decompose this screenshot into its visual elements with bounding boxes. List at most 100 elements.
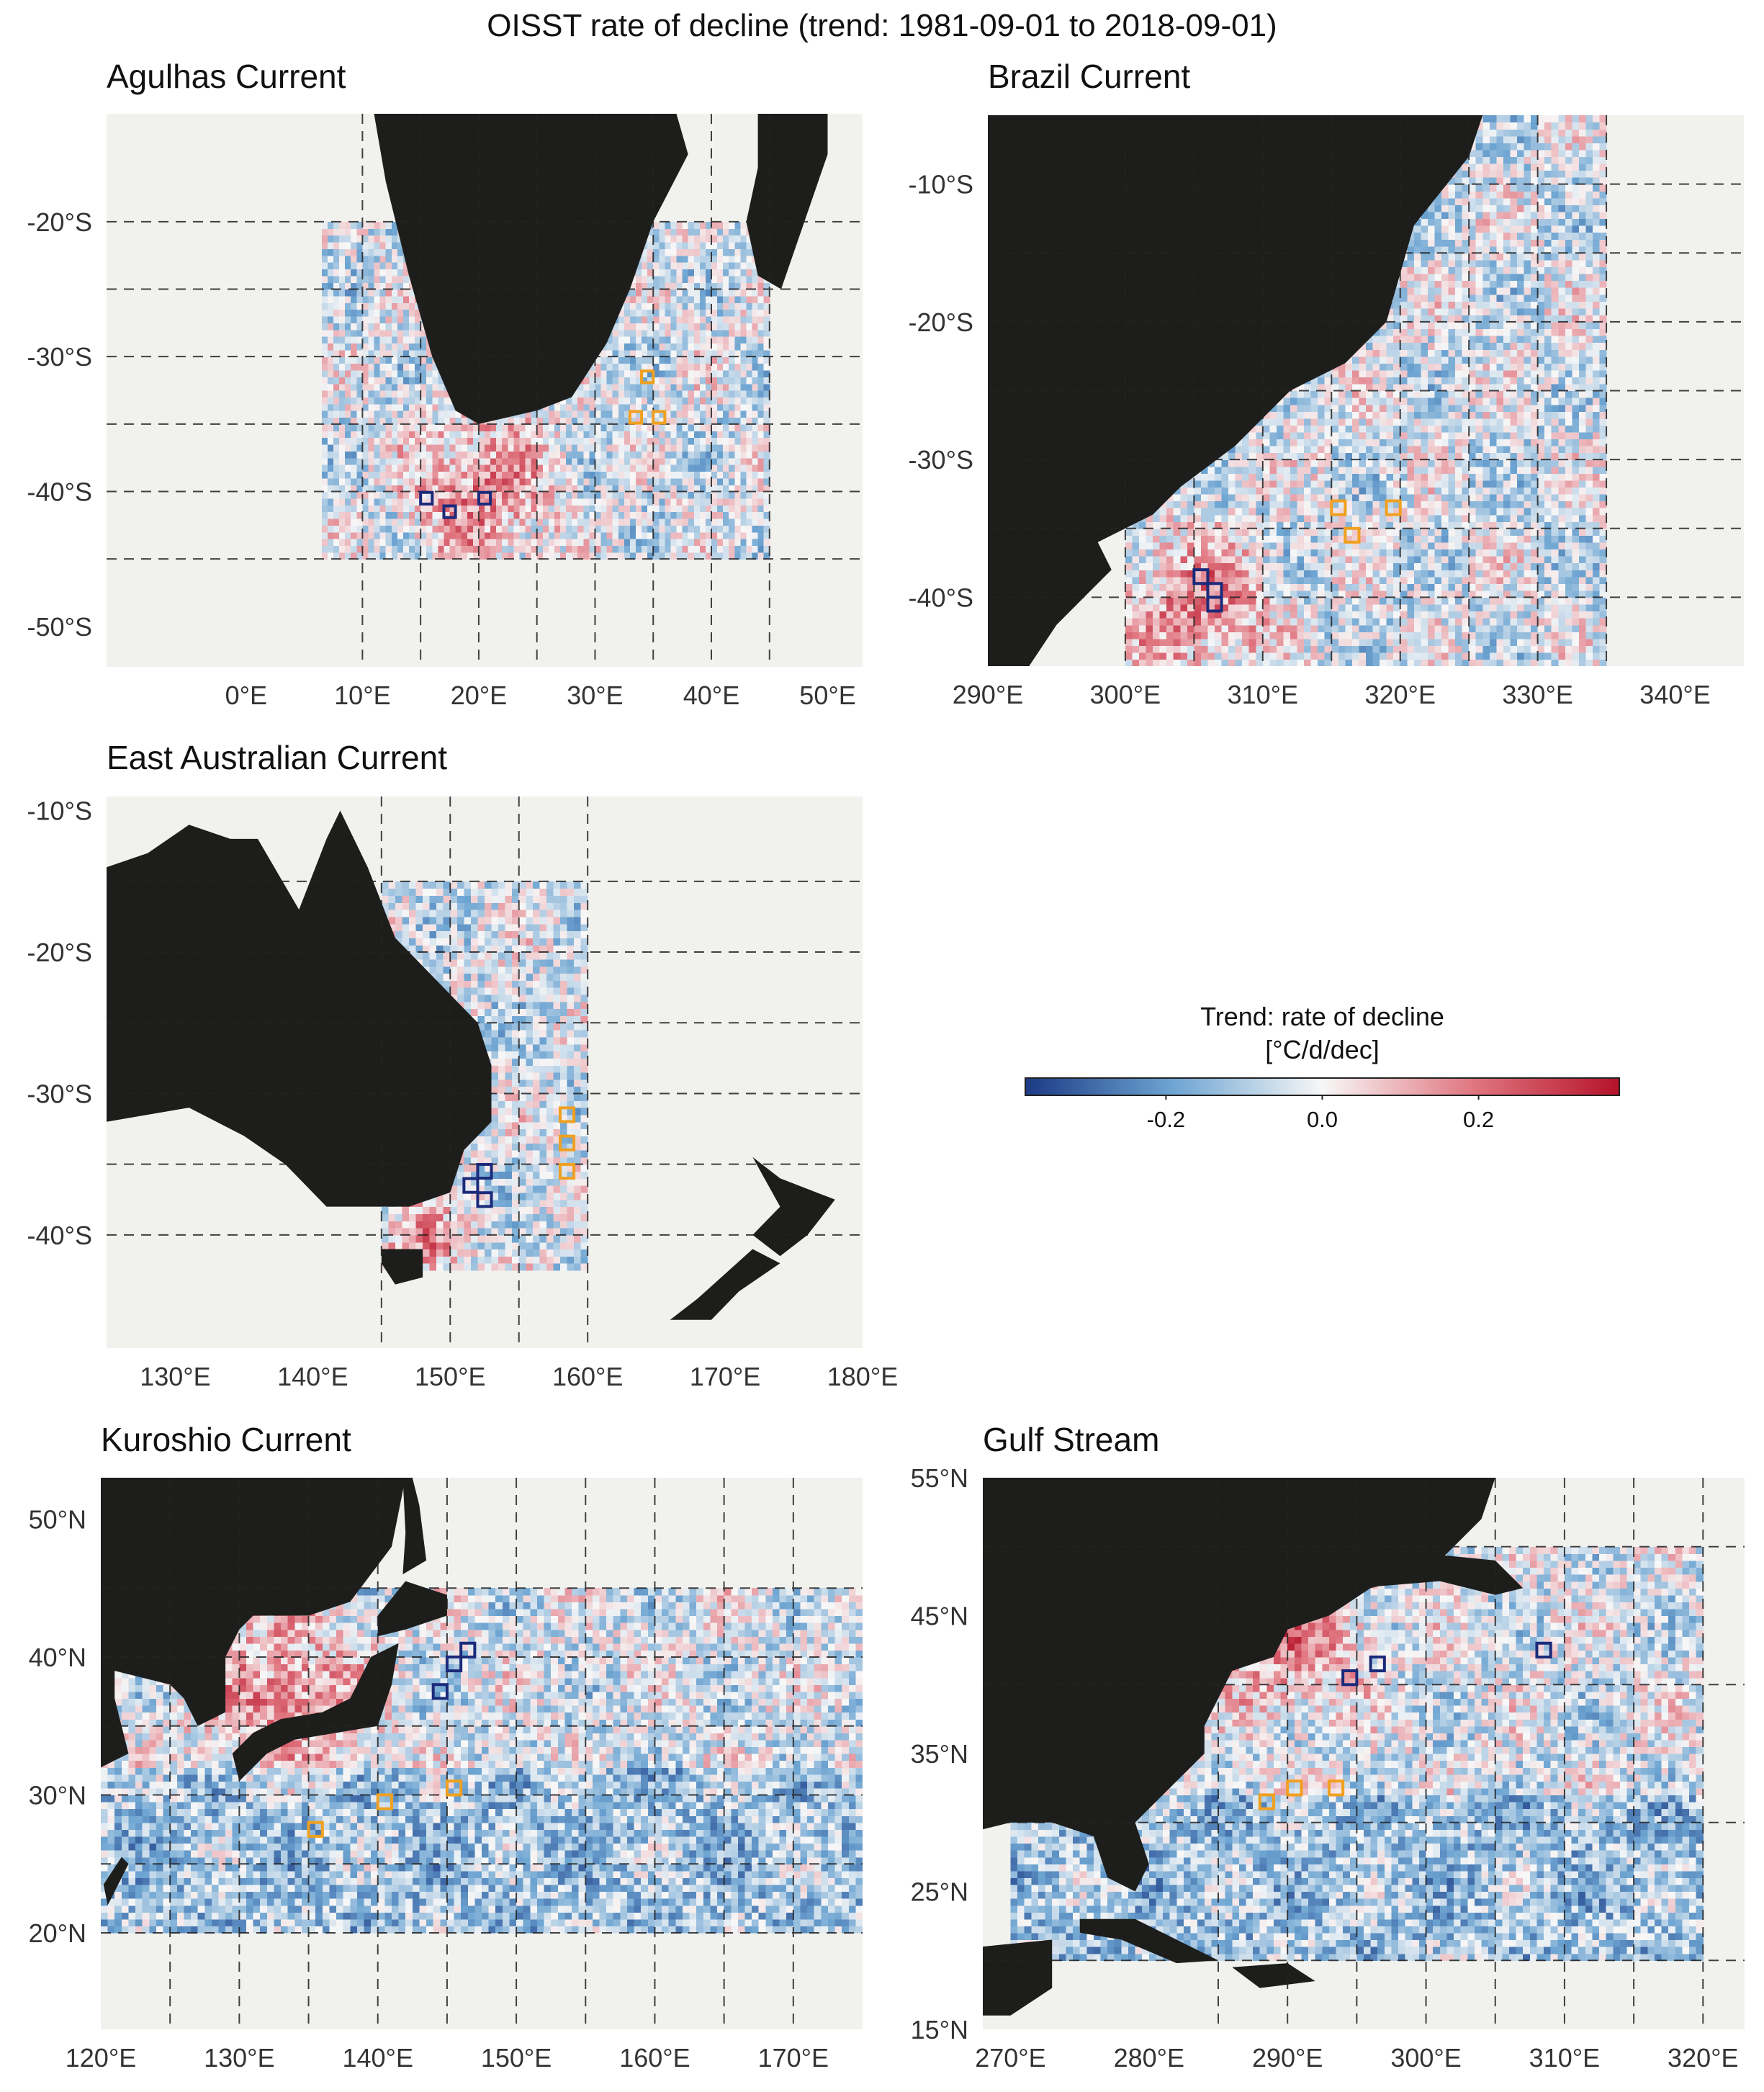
study-box-orange	[559, 1162, 576, 1180]
landmass	[269, 114, 688, 424]
y-tick-label: -20°S	[909, 307, 973, 337]
panel-4: Gulf Stream 270°E 280°E 290°E 300°E 310°E 320°…	[911, 1421, 1745, 2073]
y-tick-label: -20°S	[27, 207, 92, 237]
heatmap-cells	[101, 1588, 863, 1934]
landmass	[103, 1857, 129, 1905]
x-tick-label: 20°E	[451, 681, 507, 710]
study-box-orange	[1286, 1779, 1303, 1797]
figure-title: OISST rate of decline (trend: 1981-09-01…	[487, 8, 1277, 43]
y-tick-label: 30°N	[29, 1780, 86, 1810]
landmass	[381, 1249, 423, 1285]
x-tick-label: 0°E	[225, 681, 267, 710]
study-box-dark	[1341, 1669, 1359, 1687]
study-box-dark	[1535, 1641, 1552, 1658]
study-box-orange	[445, 1779, 463, 1797]
y-tick-label: 45°N	[911, 1602, 968, 1631]
study-box-dark	[431, 1683, 449, 1700]
landmass	[1356, 1553, 1524, 1595]
x-tick-label: 120°E	[66, 2043, 136, 2073]
x-tick-label: 310°E	[1228, 680, 1298, 709]
y-tick-label: -10°S	[27, 796, 92, 826]
study-box-orange	[1327, 1779, 1345, 1797]
x-tick-label: 160°E	[552, 1362, 623, 1391]
study-box-dark	[1206, 596, 1223, 613]
x-tick-label: 30°E	[567, 681, 623, 710]
y-tick-label: 55°N	[911, 1463, 968, 1493]
panels: Agulhas Current 0°E 10°E 20°E 30°E 40°E 50°E -2…	[27, 58, 1745, 2073]
panel-title: East Australian Current	[107, 739, 447, 776]
y-tick-label: -40°S	[909, 583, 973, 612]
panel-title: Kuroshio Current	[101, 1421, 351, 1458]
x-tick-label: 130°E	[140, 1362, 210, 1391]
y-tick-label: -50°S	[27, 612, 92, 642]
x-tick-label: 160°E	[619, 2043, 690, 2073]
x-tick-label: 10°E	[334, 681, 390, 710]
landmass	[670, 1249, 780, 1320]
study-box-orange	[559, 1106, 576, 1123]
x-tick-label: 130°E	[204, 2043, 274, 2073]
x-tick-label: 290°E	[1252, 2043, 1323, 2073]
y-tick-label: 25°N	[911, 1877, 968, 1907]
study-box-dark	[1192, 568, 1210, 585]
study-box-orange	[1344, 526, 1361, 544]
study-box-orange	[1258, 1793, 1275, 1810]
y-tick-label: -40°S	[27, 1221, 92, 1250]
x-tick-label: 170°E	[690, 1362, 760, 1391]
landmass	[107, 810, 492, 1207]
y-tick-label: -30°S	[909, 445, 973, 475]
x-tick-label: 310°E	[1529, 2043, 1600, 2073]
y-tick-label: -40°S	[27, 477, 92, 506]
landmass	[377, 1581, 447, 1637]
study-box-dark	[459, 1641, 477, 1658]
landmass	[232, 1643, 399, 1782]
x-tick-label: 300°E	[1390, 2043, 1461, 2073]
colorbar: Trend: rate of decline [°C/d/dec] -0.2 0.0 0…	[1025, 1002, 1620, 1132]
y-tick-label: 15°N	[911, 2015, 968, 2044]
x-tick-label: 150°E	[415, 1362, 485, 1391]
landmass	[402, 1478, 427, 1575]
gridlines	[107, 796, 863, 1348]
colorbar-bar	[1025, 1077, 1620, 1096]
gridlines	[107, 114, 863, 667]
study-box-dark	[419, 490, 434, 506]
y-tick-label: 35°N	[911, 1739, 968, 1769]
study-box-dark	[476, 1191, 493, 1208]
panel-3: Kuroshio Current 120°E 130°E 140°E 150°E 160°…	[29, 1421, 863, 2073]
gridlines	[988, 115, 1744, 666]
x-tick-label: 320°E	[1364, 680, 1435, 709]
panel-title: Gulf Stream	[983, 1421, 1159, 1458]
study-box-dark	[462, 1177, 480, 1194]
x-tick-label: 320°E	[1668, 2043, 1738, 2073]
colorbar-tick-label: 0.2	[1463, 1107, 1494, 1132]
panel-title: Brazil Current	[988, 58, 1190, 95]
colorbar-tick-label: 0.0	[1307, 1107, 1338, 1132]
landmass	[983, 1939, 1053, 2016]
y-tick-label: -30°S	[27, 342, 92, 372]
landmass	[1079, 1918, 1218, 1964]
y-tick-label: -30°S	[27, 1079, 92, 1108]
study-box-dark	[1369, 1655, 1386, 1673]
x-tick-label: 330°E	[1502, 680, 1572, 709]
x-tick-label: 340°E	[1639, 680, 1710, 709]
panel-1: Brazil Current 290°E 300°E 310°E 320°E 330°E 3…	[909, 58, 1744, 709]
x-tick-label: 170°E	[758, 2043, 829, 2073]
y-tick-label: 50°N	[29, 1504, 86, 1534]
landmass	[1232, 1963, 1315, 1988]
study-box-orange	[628, 410, 644, 425]
colorbar-tick-label: -0.2	[1147, 1107, 1185, 1132]
y-tick-label: -10°S	[909, 170, 973, 199]
x-tick-label: 140°E	[277, 1362, 348, 1391]
landmass	[101, 1478, 406, 1768]
x-tick-label: 270°E	[975, 2043, 1045, 2073]
study-box-orange	[652, 410, 667, 425]
study-box-orange	[1385, 499, 1402, 516]
study-box-dark	[477, 490, 492, 506]
colorbar-title: Trend: rate of decline	[1200, 1002, 1444, 1031]
study-box-orange	[1330, 499, 1347, 516]
study-box-dark	[445, 1655, 463, 1673]
panel-2: East Australian Current 130°E 140°E 150°E 16…	[27, 739, 899, 1391]
y-tick-label: -20°S	[27, 938, 92, 967]
x-tick-label: 180°E	[827, 1362, 898, 1391]
x-tick-label: 140°E	[342, 2043, 413, 2073]
